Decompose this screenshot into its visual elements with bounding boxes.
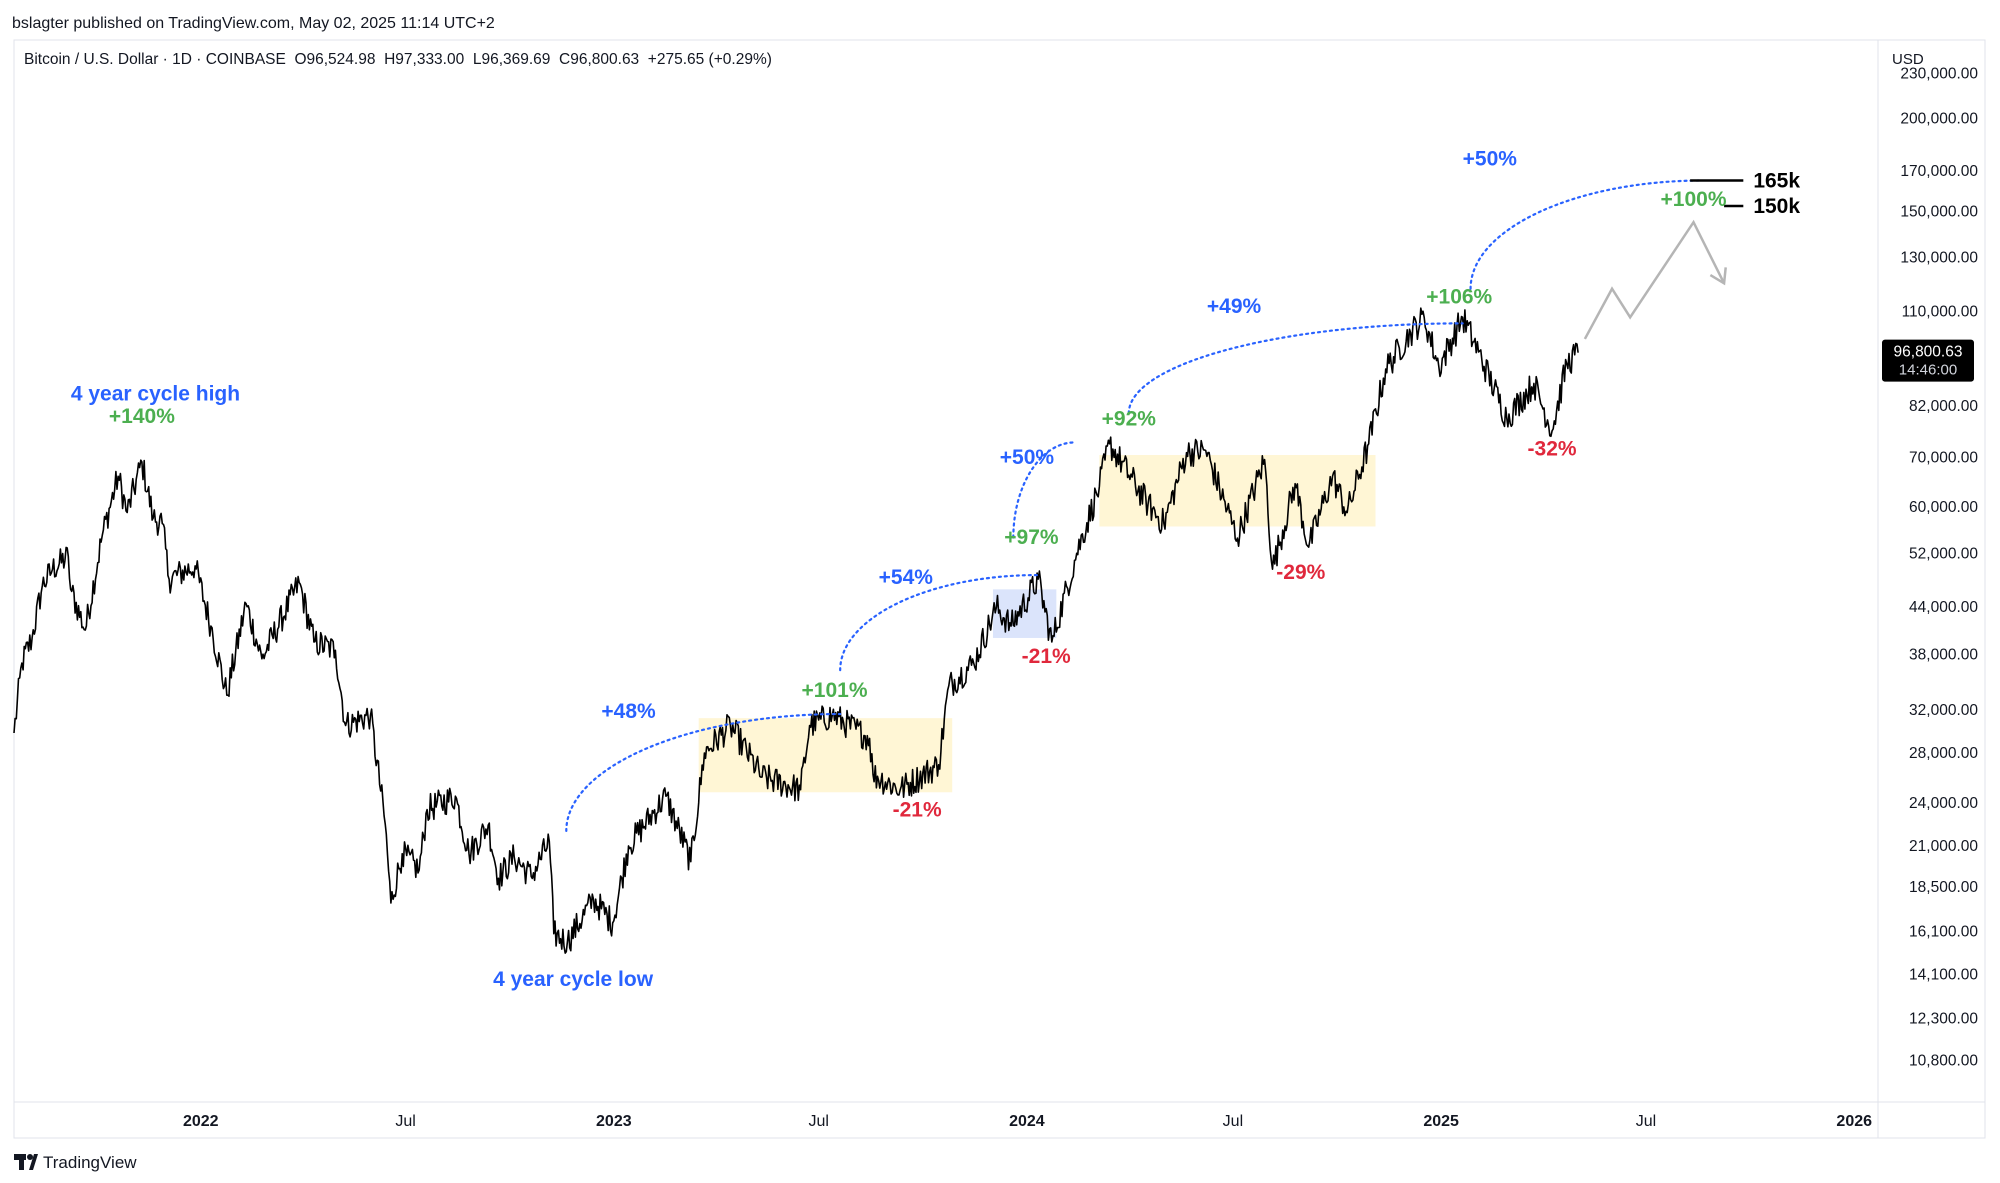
annotation-1: 4 year cycle high bbox=[71, 382, 240, 405]
annotation-2: +140% bbox=[109, 405, 175, 428]
price-line bbox=[13, 307, 1579, 954]
price-tick-label: 21,000.00 bbox=[1909, 838, 1978, 855]
annotation-15: -32% bbox=[1528, 437, 1577, 460]
annotation-9: -21% bbox=[1022, 645, 1071, 668]
dotted-arc-2 bbox=[839, 573, 1039, 672]
dotted-arc-3 bbox=[1012, 441, 1076, 539]
price-tick-label: 44,000.00 bbox=[1909, 599, 1978, 616]
annotation-11: +92% bbox=[1102, 407, 1157, 430]
price-tick-label: 28,000.00 bbox=[1909, 745, 1978, 762]
future-path-projection bbox=[1583, 219, 1727, 340]
annotation-3: 4 year cycle low bbox=[493, 968, 654, 991]
publish-info: bslagter published on TradingView.com, M… bbox=[12, 15, 495, 32]
price-tick-label: 38,000.00 bbox=[1909, 647, 1978, 664]
price-tick-label: 230,000.00 bbox=[1900, 65, 1978, 82]
price-tick-label: 170,000.00 bbox=[1900, 163, 1978, 180]
price-tick-label: 18,500.00 bbox=[1909, 879, 1978, 896]
price-axis[interactable]: USD 230,000.00 200,000.00 170,000.00 150,00… bbox=[1892, 51, 1978, 1070]
target-label-165k: 165k bbox=[1753, 170, 1800, 193]
price-tick-label: 10,800.00 bbox=[1909, 1053, 1978, 1070]
dotted-arc-5 bbox=[1469, 179, 1704, 290]
price-tick-label: 12,300.00 bbox=[1909, 1011, 1978, 1028]
annotation-17: +100% bbox=[1661, 188, 1727, 211]
annotation-12: +49% bbox=[1207, 295, 1262, 318]
time-tick-label: 2026 bbox=[1836, 1113, 1872, 1130]
price-tick-label: 70,000.00 bbox=[1909, 449, 1978, 466]
projection-line bbox=[1583, 219, 1726, 340]
price-series bbox=[13, 307, 1579, 954]
time-tick-label: Jul bbox=[1223, 1113, 1243, 1130]
price-tick-label: 200,000.00 bbox=[1900, 110, 1978, 127]
projection-arcs bbox=[565, 179, 1704, 833]
last-price-box bbox=[1882, 339, 1974, 382]
price-tick-label: 24,000.00 bbox=[1909, 795, 1978, 812]
target-label-150k: 150k bbox=[1753, 195, 1800, 218]
price-tick-label: 14,100.00 bbox=[1909, 967, 1978, 984]
price-tick-label: 110,000.00 bbox=[1902, 303, 1979, 320]
annotation-6: -21% bbox=[893, 799, 942, 822]
projection-arrowhead bbox=[1709, 267, 1727, 286]
dotted-arc-4 bbox=[1127, 322, 1464, 415]
price-tick-label: 150,000.00 bbox=[1900, 203, 1978, 220]
time-tick-label: Jul bbox=[808, 1113, 828, 1130]
chart-annotations: 4 year cycle high+140% 4 year cycle low +4… bbox=[71, 147, 1727, 991]
annotation-13: -29% bbox=[1276, 561, 1325, 584]
time-tick-label: 2023 bbox=[596, 1113, 632, 1130]
annotation-14: +106% bbox=[1426, 286, 1492, 309]
last-price-value: 96,800.63 bbox=[1894, 344, 1963, 361]
time-tick-label: 2024 bbox=[1009, 1113, 1045, 1130]
price-tick-label: 60,000.00 bbox=[1909, 499, 1978, 516]
annotation-8: +97% bbox=[1004, 526, 1059, 549]
range-box-1 bbox=[698, 718, 953, 793]
price-tick-label: 32,000.00 bbox=[1909, 702, 1978, 719]
tradingview-logo-icon bbox=[14, 1154, 38, 1170]
dotted-arc-1 bbox=[565, 712, 842, 833]
range-box-2 bbox=[992, 589, 1057, 638]
time-tick-label: 2025 bbox=[1423, 1113, 1459, 1130]
price-tick-label: 82,000.00 bbox=[1909, 398, 1978, 415]
annotation-7: +54% bbox=[879, 566, 934, 589]
symbol-ohlc-line: Bitcoin / U.S. Dollar · 1D · COINBASE O9… bbox=[24, 51, 772, 68]
time-tick-label: Jul bbox=[395, 1113, 415, 1130]
footer-brand: TradingView bbox=[43, 1153, 137, 1172]
annotation-5: +101% bbox=[802, 679, 868, 702]
time-tick-label: Jul bbox=[1636, 1113, 1656, 1130]
price-tick-label: 130,000.00 bbox=[1900, 249, 1978, 266]
annotation-4: +48% bbox=[601, 700, 656, 723]
last-price-countdown: 14:46:00 bbox=[1899, 362, 1957, 379]
annotation-10: +50% bbox=[1000, 446, 1055, 469]
chart-frame bbox=[13, 39, 1986, 1139]
price-tick-label: 52,000.00 bbox=[1909, 545, 1978, 562]
time-tick-label: 2022 bbox=[183, 1113, 219, 1130]
time-axis[interactable]: 2022 Jul 2023 Jul 2024 Jul 2025 Jul 2026 bbox=[183, 1113, 1872, 1130]
price-axis-unit: USD bbox=[1892, 51, 1924, 68]
annotation-16: +50% bbox=[1463, 147, 1518, 170]
price-tick-label: 16,100.00 bbox=[1909, 924, 1978, 941]
